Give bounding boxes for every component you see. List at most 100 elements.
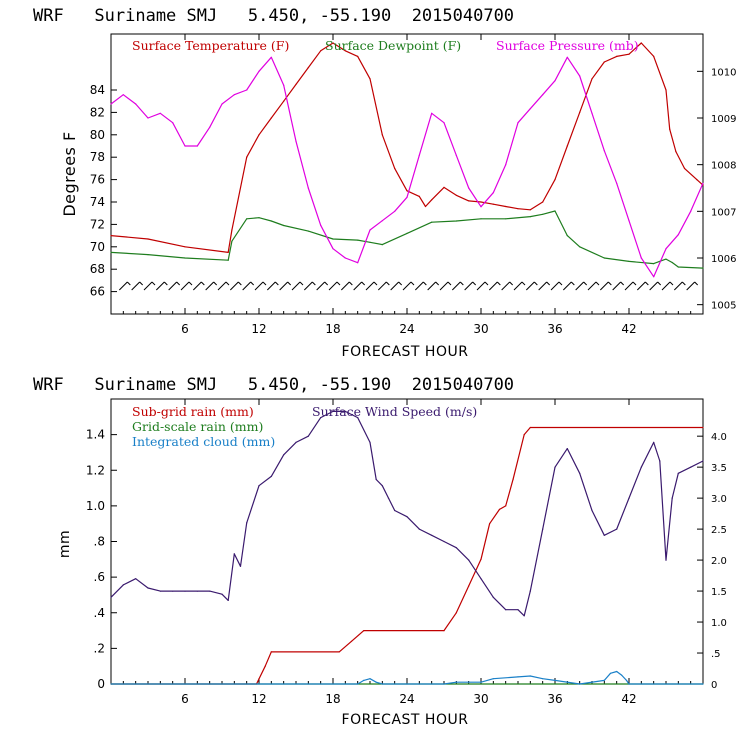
series-sub-grid-rain-point <box>270 651 272 653</box>
y-tick-label: 78 <box>90 150 105 164</box>
wind-barb <box>636 281 646 291</box>
x-tick-label: 6 <box>181 692 189 706</box>
series-sub-grid-rain-point <box>512 478 514 480</box>
y-tick-label: 76 <box>90 173 105 187</box>
series-surface-dewpoint-point <box>671 261 673 264</box>
wind-barb <box>242 281 252 291</box>
series-surface-dewpoint-point <box>653 263 655 265</box>
panel1-title: WRF Suriname SMJ 5.450, -55.190 20150407… <box>33 6 514 26</box>
series-surface-wind-speed-point <box>122 584 124 586</box>
wind-barb-flag <box>213 281 218 286</box>
series-integrated-cloud-point <box>480 681 482 683</box>
series-surface-temperature-point <box>320 50 322 52</box>
wind-barb <box>131 281 141 291</box>
series-integrated-cloud-point <box>381 683 383 685</box>
series-sub-grid-rain-point <box>523 434 525 436</box>
wind-barb <box>686 281 696 291</box>
wind-barb <box>513 281 523 291</box>
wind-barb <box>340 281 350 291</box>
series-surface-wind-speed-point <box>246 522 248 524</box>
series-integrated-cloud-point <box>369 678 371 680</box>
series-surface-pressure-point <box>702 182 704 184</box>
series-integrated-cloud-point <box>702 683 704 685</box>
y-tick-label: 84 <box>90 83 105 97</box>
series-surface-wind-speed-point <box>628 497 630 499</box>
series-integrated-cloud-point <box>542 678 544 680</box>
wind-barb <box>118 281 128 291</box>
wind-barb <box>587 281 597 291</box>
wind-barb-flag <box>694 281 699 286</box>
series-integrated-cloud-point <box>529 675 531 677</box>
series-surface-pressure-point <box>159 112 161 114</box>
series-surface-temperature-point <box>381 134 383 136</box>
series-surface-pressure-point <box>529 108 531 110</box>
y2-tick-label: 0 <box>711 680 717 691</box>
legend-grid-scale-rain: Grid-scale rain (mm) <box>132 419 263 434</box>
series-surface-dewpoint-point <box>554 210 556 212</box>
series-surface-dewpoint-point <box>227 259 229 261</box>
panel1-x-axis-label: FORECAST HOUR <box>342 344 469 360</box>
wind-barb <box>550 281 560 291</box>
series-surface-dewpoint-point <box>110 251 112 253</box>
series-integrated-cloud-point <box>492 678 494 680</box>
wind-barb <box>291 281 301 291</box>
series-surface-dewpoint-point <box>231 240 233 242</box>
wind-barb-flag <box>311 281 316 286</box>
series-surface-dewpoint-point <box>307 230 309 232</box>
x-tick-label: 18 <box>325 692 340 706</box>
wind-barb-flag <box>632 281 637 286</box>
series-surface-temperature-point <box>566 145 568 147</box>
series-surface-pressure-point <box>344 257 346 259</box>
wind-barb-flag <box>410 281 415 286</box>
y-tick-label: 74 <box>90 195 105 209</box>
wind-barb <box>180 281 190 291</box>
series-surface-temperature-point <box>147 238 149 240</box>
series-surface-temperature-point <box>542 201 544 203</box>
series-integrated-cloud-point <box>609 672 612 674</box>
series-surface-dewpoint-point <box>258 217 260 219</box>
series-surface-dewpoint-point <box>332 238 334 240</box>
wind-barb <box>402 281 412 291</box>
wind-barb <box>575 281 585 291</box>
series-integrated-cloud-point <box>628 683 630 685</box>
wind-barb <box>439 281 449 291</box>
x-tick-label: 30 <box>473 322 488 336</box>
series-surface-dewpoint-point <box>579 246 581 248</box>
wind-barb-flag <box>188 281 193 286</box>
series-surface-temperature-point <box>344 50 346 52</box>
series-surface-wind-speed-point <box>147 587 149 589</box>
series-surface-wind-speed-point <box>671 497 673 499</box>
y2-tick-label: 1010 <box>711 67 736 78</box>
series-surface-pressure-point <box>443 122 445 124</box>
series-surface-pressure-point <box>431 112 433 114</box>
series-surface-wind-speed-point <box>640 466 642 468</box>
series-surface-pressure-point <box>122 94 124 96</box>
wind-barb-flag <box>521 281 526 286</box>
series-surface-wind-speed-point <box>455 547 457 549</box>
panel2-y-axis-label: mm <box>57 530 73 558</box>
series-surface-pressure-point <box>369 229 371 231</box>
wind-barb-flag <box>299 281 304 286</box>
series-integrated-cloud-point <box>443 683 445 685</box>
wind-barb-flag <box>472 281 477 286</box>
series-sub-grid-rain-point <box>480 558 482 560</box>
series-surface-wind-speed-point <box>307 435 309 437</box>
y2-tick-label: 2.5 <box>711 525 727 536</box>
wind-barb-flag <box>398 281 403 286</box>
wind-barb <box>673 281 683 291</box>
series-surface-pressure-point <box>110 103 112 105</box>
wind-barb-flag <box>644 281 649 286</box>
series-surface-dewpoint-point <box>406 232 408 234</box>
series-surface-temperature-point <box>517 208 519 210</box>
series-surface-pressure-point <box>566 56 568 58</box>
wind-barb-flag <box>570 281 575 286</box>
series-surface-wind-speed-point <box>523 615 525 617</box>
wind-barb <box>365 281 375 291</box>
series-surface-dewpoint-point <box>357 239 359 241</box>
legend-surface-temperature: Surface Temperature (F) <box>132 38 289 53</box>
series-surface-wind-speed-point <box>616 528 618 530</box>
series-surface-wind-speed-point <box>517 609 519 611</box>
wind-barb <box>488 281 498 291</box>
x-tick-label: 42 <box>621 692 636 706</box>
series-surface-temperature-point <box>640 42 642 44</box>
